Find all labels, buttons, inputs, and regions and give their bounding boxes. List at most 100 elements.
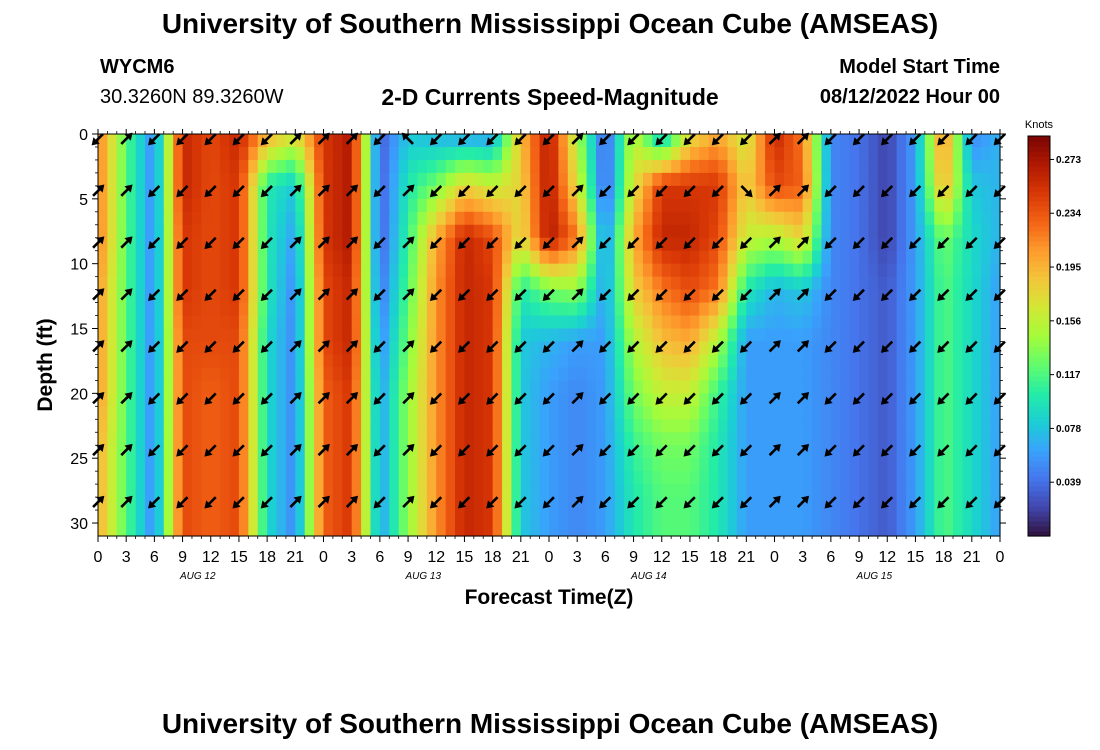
heatmap-cell	[238, 276, 249, 291]
heatmap-cell	[445, 289, 456, 304]
heatmap-cell	[567, 432, 578, 446]
heatmap-cell	[736, 328, 747, 343]
heatmap-cell	[689, 263, 700, 278]
heatmap-cell	[567, 471, 578, 485]
heatmap-cell	[436, 315, 447, 330]
heatmap-cell	[877, 484, 888, 498]
heatmap-cell	[473, 432, 484, 446]
heatmap-cell	[520, 315, 531, 330]
heatmap-cell	[924, 367, 935, 381]
heatmap-cell	[473, 419, 484, 433]
heatmap-cell	[257, 159, 268, 174]
current-arrow	[852, 133, 865, 146]
colorbar-segment	[1028, 501, 1050, 507]
heatmap-cell	[915, 484, 926, 498]
heatmap-cell	[98, 302, 108, 317]
heatmap-cell	[830, 302, 841, 317]
heatmap-cell	[229, 302, 240, 317]
colorbar-segment	[1028, 316, 1050, 322]
heatmap-cell	[210, 523, 221, 537]
heatmap-cell	[173, 159, 184, 174]
heatmap-cell	[191, 458, 202, 472]
heatmap-cell	[624, 354, 635, 369]
heatmap-cell	[135, 393, 146, 407]
heatmap-cell	[765, 510, 776, 524]
current-arrow	[599, 444, 612, 457]
heatmap-cell	[417, 224, 428, 239]
heatmap-cell	[558, 419, 569, 433]
heatmap-cell	[812, 354, 823, 369]
heatmap-cell	[868, 354, 879, 369]
heatmap-cell	[765, 172, 776, 187]
heatmap-cell	[445, 198, 456, 213]
heatmap-cell	[267, 497, 278, 511]
heatmap-cell	[727, 185, 738, 200]
heatmap-cell	[755, 367, 766, 381]
x-tick-label: 6	[375, 549, 384, 566]
heatmap-cell	[981, 134, 992, 148]
heatmap-cell	[408, 523, 419, 537]
heatmap-cell	[671, 134, 682, 148]
heatmap-cell	[314, 445, 325, 459]
heatmap-cell	[323, 458, 334, 472]
heatmap-cell	[614, 134, 625, 148]
heatmap-cell	[924, 458, 935, 472]
heatmap-cell	[173, 419, 184, 433]
heatmap-cell	[689, 367, 700, 381]
heatmap-cell	[351, 523, 362, 537]
model-start-label: Model Start Time	[839, 56, 1000, 78]
heatmap-cell	[859, 445, 870, 459]
heatmap-cell	[990, 510, 1001, 524]
heatmap-cell	[426, 367, 437, 381]
heatmap-cell	[530, 302, 541, 317]
heatmap-cell	[473, 380, 484, 394]
heatmap-cell	[755, 419, 766, 433]
heatmap-cell	[332, 289, 343, 304]
heatmap-cell	[426, 276, 437, 291]
heatmap-cell	[736, 302, 747, 317]
heatmap-cell	[624, 471, 635, 485]
heatmap-cell	[736, 250, 747, 265]
heatmap-cell	[530, 523, 541, 537]
current-arrow	[514, 185, 527, 198]
colorbar-segment	[1028, 211, 1050, 217]
current-arrow	[458, 444, 471, 457]
heatmap-cell	[586, 263, 597, 278]
heatmap-cell	[689, 419, 700, 433]
heatmap-cell	[633, 367, 644, 381]
heatmap-cell	[379, 341, 390, 356]
heatmap-cell	[605, 523, 616, 537]
colorbar-tick-label: 0.234	[1056, 209, 1081, 220]
heatmap-cell	[736, 367, 747, 381]
heatmap-cell	[267, 419, 278, 433]
heatmap-cell	[915, 146, 926, 161]
heatmap-cell	[473, 237, 484, 252]
heatmap-cell	[126, 484, 137, 498]
heatmap-cell	[812, 510, 823, 524]
heatmap-cell	[351, 146, 362, 161]
heatmap-cell	[398, 172, 409, 187]
heatmap-cell	[708, 198, 719, 213]
heatmap-cell	[417, 406, 428, 420]
heatmap-cell	[408, 328, 419, 343]
heatmap-cell	[755, 406, 766, 420]
heatmap-cell	[652, 354, 663, 369]
heatmap-cell	[285, 224, 296, 239]
heatmap-cell	[924, 263, 935, 278]
current-arrow	[655, 185, 668, 198]
heatmap-cell	[389, 432, 400, 446]
heatmap-cell	[436, 211, 447, 226]
heatmap-cell	[502, 367, 513, 381]
heatmap-cell	[802, 159, 813, 174]
heatmap-cell	[163, 185, 174, 200]
heatmap-cell	[276, 328, 287, 343]
heatmap-cell	[323, 367, 334, 381]
heatmap-cell	[736, 458, 747, 472]
heatmap-cell	[558, 159, 569, 174]
heatmap-cell	[633, 302, 644, 317]
current-arrow	[317, 392, 330, 405]
heatmap-cell	[417, 432, 428, 446]
heatmap-cell	[943, 393, 954, 407]
heatmap-cell	[765, 471, 776, 485]
heatmap-cell	[624, 224, 635, 239]
